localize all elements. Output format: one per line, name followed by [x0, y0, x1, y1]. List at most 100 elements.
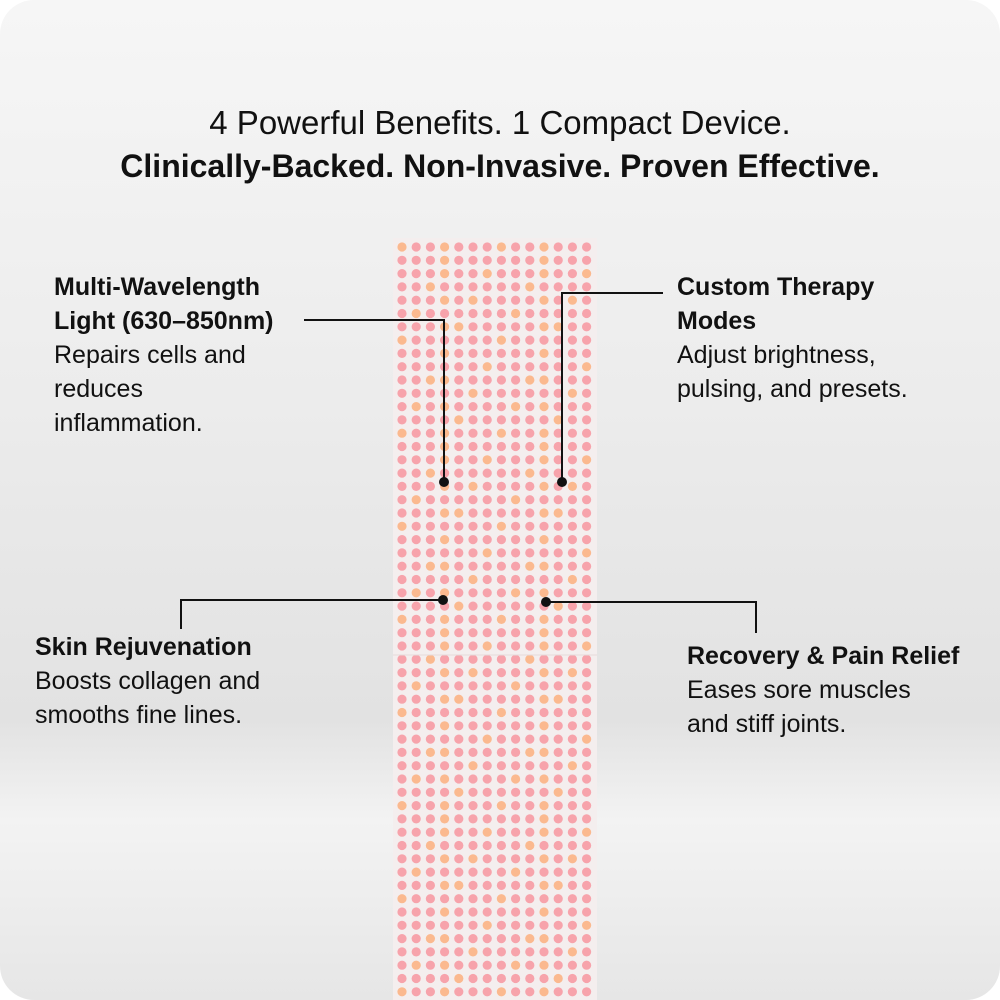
led [468, 415, 478, 425]
led [567, 335, 577, 345]
feature-desc: inflammation. [54, 409, 203, 437]
led [511, 348, 521, 358]
led [582, 734, 592, 744]
led [525, 681, 535, 691]
led [582, 242, 592, 252]
led [567, 721, 577, 731]
led [468, 455, 478, 465]
led [454, 814, 464, 824]
led [539, 402, 549, 412]
led [397, 402, 407, 412]
led [539, 774, 549, 784]
led [397, 415, 407, 425]
led [425, 960, 435, 970]
led [440, 548, 450, 558]
led [525, 574, 535, 585]
led [397, 521, 407, 531]
led [511, 987, 521, 997]
led [511, 388, 521, 398]
led [496, 308, 506, 319]
headline-line-1: 4 Powerful Benefits. 1 Compact Device. [209, 104, 791, 141]
led [525, 628, 535, 638]
led [468, 840, 478, 851]
led [468, 854, 478, 864]
led [553, 641, 563, 651]
led [454, 827, 464, 837]
led [454, 428, 464, 438]
led [511, 308, 521, 319]
led [567, 840, 577, 851]
led [468, 362, 478, 372]
led [397, 707, 407, 718]
led [425, 481, 435, 491]
led [468, 734, 478, 744]
led [582, 441, 592, 452]
led [539, 920, 549, 930]
led [496, 428, 506, 438]
led [454, 681, 464, 691]
led [454, 947, 464, 957]
led [397, 375, 407, 385]
led [425, 907, 435, 917]
callout-dot [438, 595, 448, 605]
led [496, 614, 506, 624]
led [539, 428, 549, 438]
led [511, 774, 521, 784]
led [567, 774, 577, 784]
led [425, 628, 435, 638]
led [468, 521, 478, 531]
led [440, 308, 450, 319]
led [425, 934, 435, 944]
led [397, 867, 407, 877]
led [425, 535, 435, 545]
led [454, 269, 464, 279]
led [397, 455, 407, 465]
led [511, 535, 521, 545]
led [553, 468, 563, 478]
led [567, 535, 577, 545]
led [397, 840, 407, 851]
led [425, 415, 435, 425]
led [553, 681, 563, 691]
led [468, 614, 478, 624]
led [397, 282, 407, 292]
led [567, 787, 577, 797]
led [454, 348, 464, 358]
led [468, 947, 478, 957]
led [511, 960, 521, 970]
led [539, 987, 549, 997]
led [454, 548, 464, 558]
led [539, 880, 549, 891]
led [582, 415, 592, 425]
led [482, 867, 492, 877]
led [511, 827, 521, 837]
led [582, 960, 592, 970]
led [411, 402, 421, 412]
led [525, 242, 535, 252]
led [454, 707, 464, 718]
led [539, 295, 549, 305]
led [582, 428, 592, 438]
feature-desc: Adjust brightness, [677, 341, 876, 369]
feature-desc: Repairs cells and [54, 341, 246, 369]
led [496, 601, 506, 611]
led [454, 481, 464, 491]
led [539, 907, 549, 917]
led [425, 920, 435, 930]
led [468, 721, 478, 731]
led [454, 840, 464, 851]
led [553, 295, 563, 305]
led [553, 934, 563, 944]
led [496, 548, 506, 558]
led [511, 747, 521, 757]
led [468, 747, 478, 757]
led [454, 441, 464, 452]
led [454, 987, 464, 997]
led [582, 814, 592, 824]
led [411, 761, 421, 771]
led [454, 521, 464, 531]
led [553, 308, 563, 319]
feature-recovery: Recovery & Pain Relief Eases sore muscle… [687, 639, 959, 741]
led [539, 894, 549, 904]
